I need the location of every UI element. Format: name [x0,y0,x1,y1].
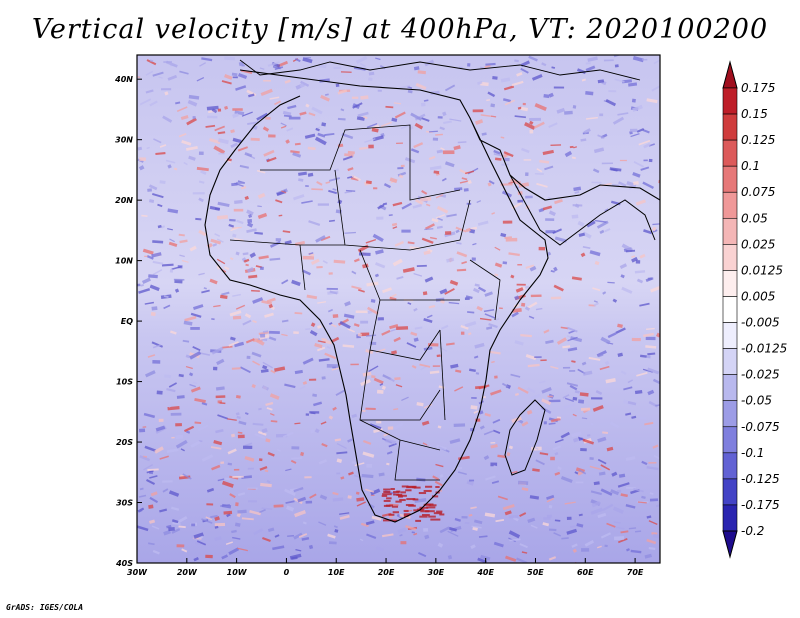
lat-tick-label: 20N [115,196,133,205]
footer-credit: GrADS: IGES/COLA [6,603,84,612]
colorbar-segment [722,452,738,480]
lon-tick-label: 40E [476,568,494,577]
colorbar-label: -0.075 [741,420,780,434]
colorbar-segment [722,113,738,141]
latitude-axis: 40N 30N 20N 10N EQ 10S 20S 30S 40S [114,75,142,568]
colorbar-segment [722,217,738,245]
lon-tick-label: 30E [428,568,445,577]
colorbar-label: 0.0125 [741,263,783,277]
colorbar-label: -0.0125 [741,342,787,356]
colorbar-label: -0.005 [741,316,780,330]
colorbar-segment [722,87,738,115]
colorbar: 0.175 0.15 0.125 0.1 0.075 0.05 0.025 0.0125 0.0… [722,60,787,559]
map-title: Vertical velocity [m/s] at 400hPa, VT: 2… [31,14,769,45]
colorbar-segment [722,504,738,532]
lon-tick-label: 20E [378,568,395,577]
colorbar-label: 0.005 [741,289,775,303]
lon-tick-label: 60E [577,568,594,577]
africa-coastline [204,69,660,523]
colorbar-top-arrow [722,60,738,89]
colorbar-segment [722,426,738,454]
colorbar-label: 0.175 [741,81,775,95]
lat-tick-label: EQ [121,317,133,326]
colorbar-label: 0.025 [741,237,775,251]
lon-tick-label: 10W [227,568,248,577]
colorbar-bottom-arrow [722,530,738,559]
longitude-axis: 30W 20W 10W 0 10E 20E 30E 40E 50E 60E 70E [127,558,644,577]
colorbar-label: -0.2 [741,524,764,538]
colorbar-label: 0.1 [741,159,760,173]
lon-tick-label: 20W [177,568,198,577]
country-borders [229,124,501,481]
colorbar-label: 0.075 [741,185,775,199]
colorbar-label: -0.1 [741,446,764,460]
colorbar-segment [722,478,738,506]
lon-tick-label: 50E [527,568,544,577]
colorbar-segment [722,296,738,323]
colorbar-segment [722,270,738,297]
colorbar-segment [722,244,738,271]
colorbar-segment [722,400,738,428]
colorbar-segment [722,348,738,375]
colorbar-label: -0.025 [741,368,780,382]
colorbar-label: -0.05 [741,394,772,408]
lat-tick-label: 10S [116,378,133,387]
map-frame [136,54,661,564]
lon-tick-label: 70E [627,568,644,577]
lat-tick-label: 20S [116,438,133,447]
colorbar-label: -0.125 [741,472,780,486]
lon-tick-label: 0 [284,568,290,577]
colorbar-label: 0.15 [741,107,768,121]
lat-tick-label: 10N [115,257,133,266]
colorbar-label: -0.175 [741,498,780,512]
lon-tick-label: 10E [328,568,345,577]
colorbar-segment [722,139,738,167]
madagascar-outline [504,399,546,476]
colorbar-label: 0.05 [741,211,768,225]
colorbar-segment [722,191,738,219]
lat-tick-label: 40S [115,559,133,568]
lat-tick-label: 30S [116,499,133,508]
velocity-field [137,55,660,563]
lon-tick-label: 30W [127,568,148,577]
colorbar-label: 0.125 [741,133,775,147]
colorbar-segment [722,374,738,402]
colorbar-segment [722,165,738,193]
lat-tick-label: 40N [114,75,133,84]
lat-tick-label: 30N [115,136,133,145]
colorbar-segment [722,322,738,349]
